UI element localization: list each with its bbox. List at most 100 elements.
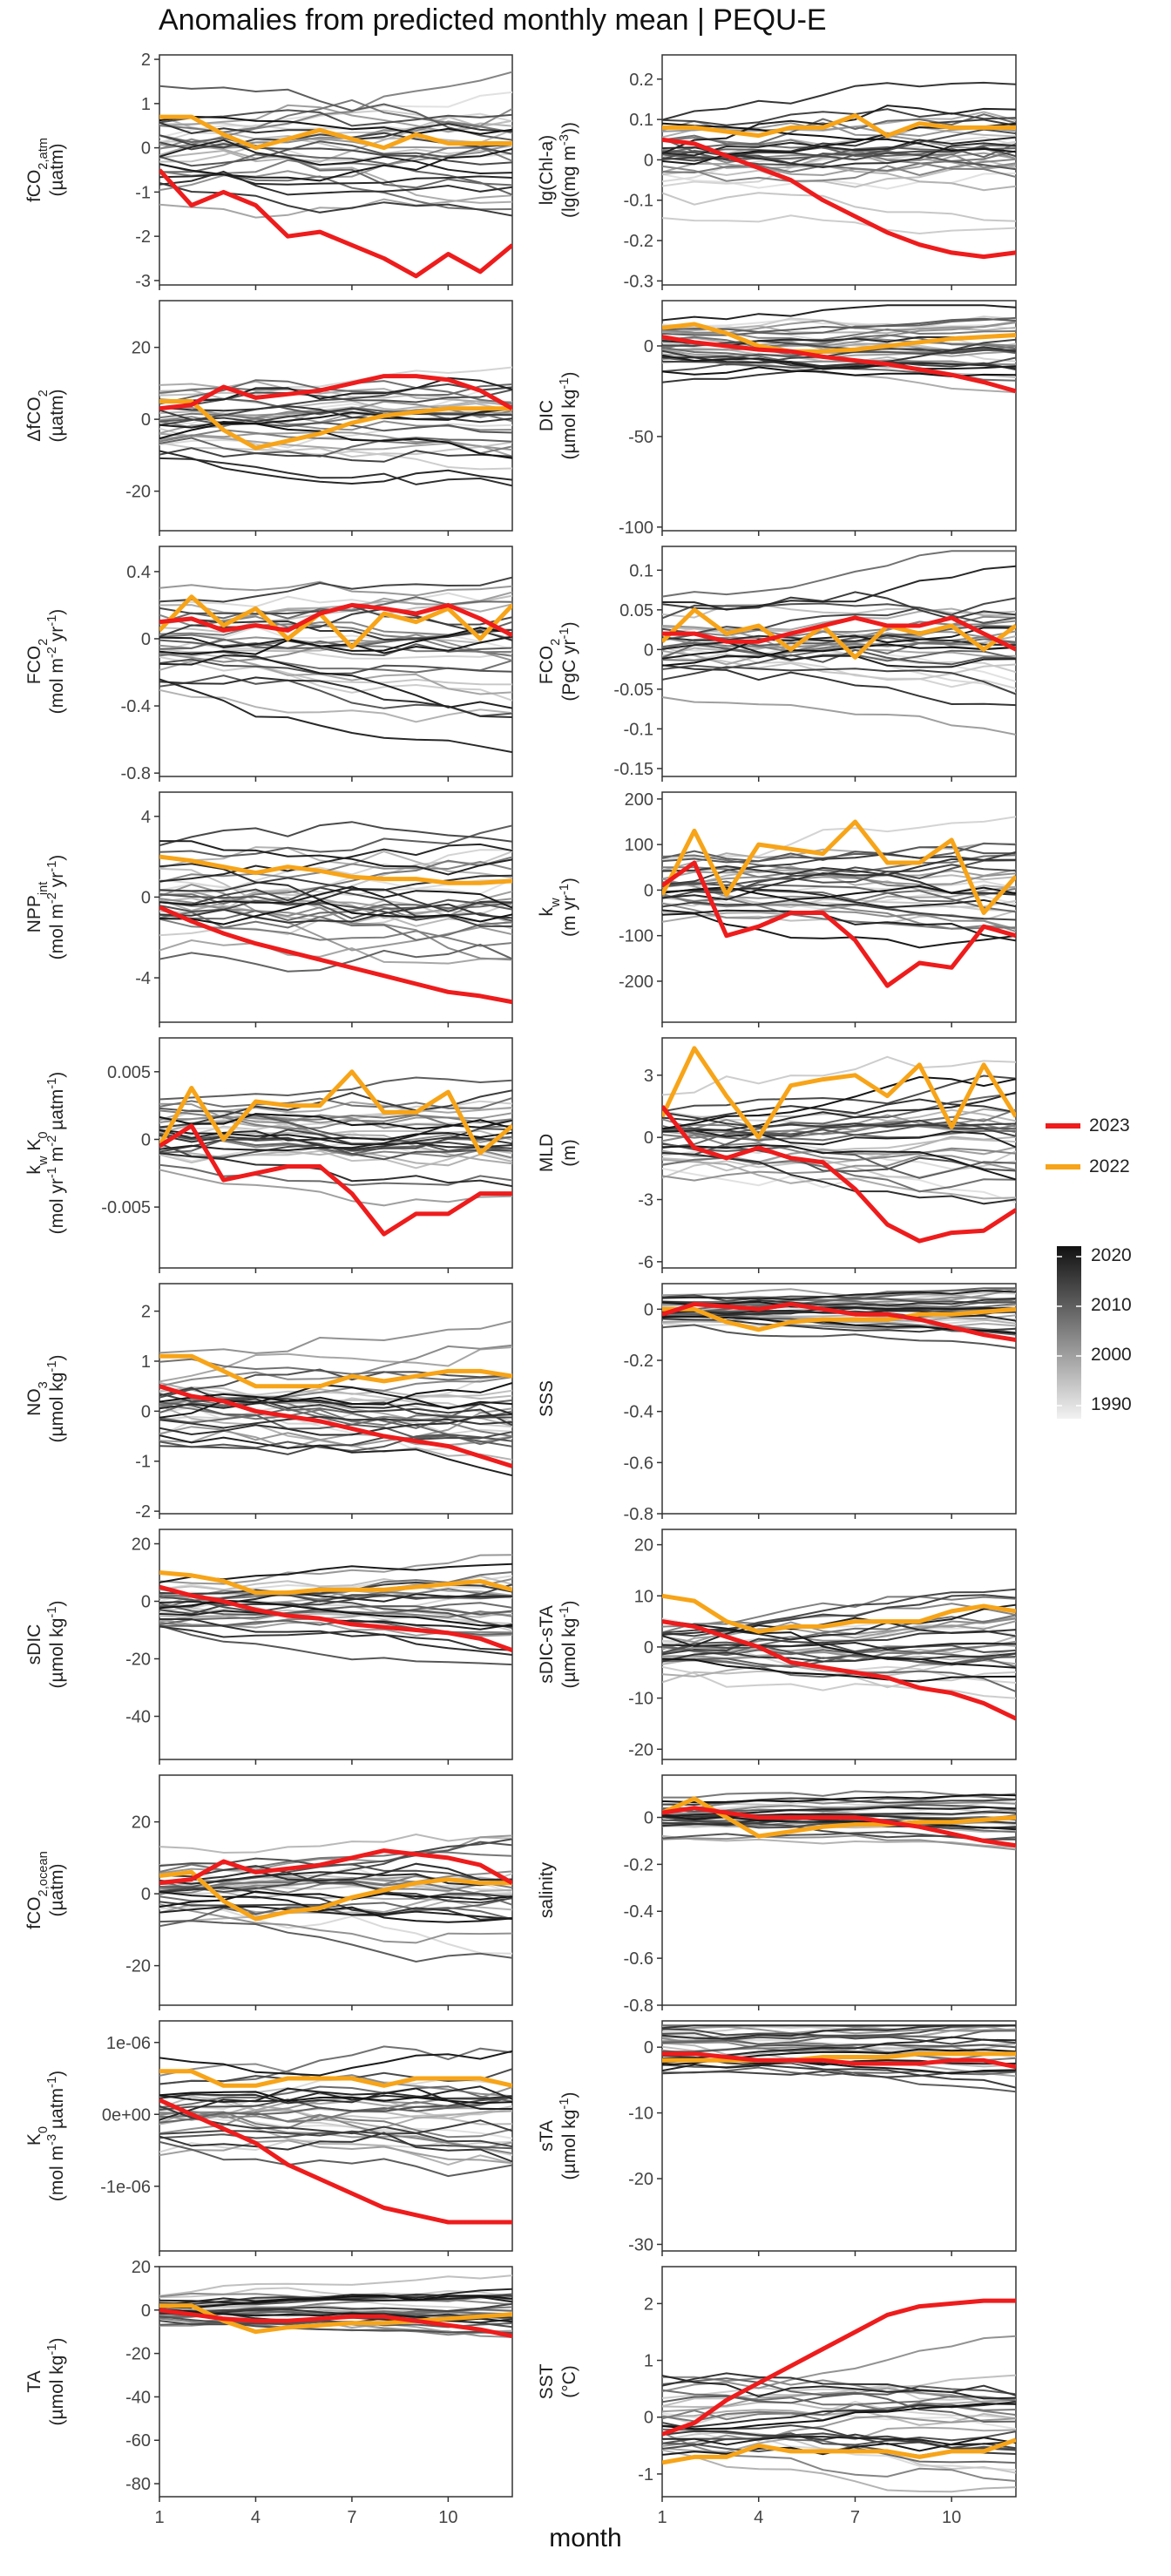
series-year-2012 [159, 2315, 512, 2334]
y-axis-unit: (µatm) [47, 1863, 67, 1916]
x-tick-label: 4 [251, 2508, 261, 2527]
panel-sdic_sta: 20 10 0 -10 -20 sDIC-sTA (µmol kg-1) [537, 1529, 1017, 1765]
series-year-1991 [159, 423, 512, 449]
y-tick-label: -0.2 [624, 1855, 653, 1874]
panel-sss: 0 -0.2 -0.4 -0.6 -0.8 SSS [537, 1283, 1017, 1524]
series-2023 [662, 137, 1016, 260]
series-group [662, 1046, 1016, 1244]
legend-gradient-label-2020: 2020 [1091, 1245, 1132, 1265]
series-year-2000 [159, 1169, 512, 1207]
series-group [159, 71, 512, 279]
series-year-2019 [159, 654, 512, 709]
series-year-2021 [662, 1075, 1016, 1130]
y-tick-label: 0.4 [126, 563, 151, 582]
series-year-2021 [662, 643, 1016, 667]
x-tick-label: 10 [438, 2508, 457, 2527]
y-axis-unit: (µmol kg-1) [45, 1600, 67, 1688]
series-2023 [159, 602, 512, 638]
series-year-2017 [159, 1152, 512, 1188]
panel-ta: 20 0 -20 -40 -60 -801 4 7 10 TA (µmol kg-1) [24, 2258, 513, 2527]
y-tick-label: -20 [125, 483, 151, 502]
series-2023 [159, 1848, 512, 1886]
series-year-2003 [159, 108, 512, 150]
legend-2022-label: 2022 [1089, 1156, 1130, 1176]
y-axis-unit: (µmol kg-1) [558, 371, 579, 459]
y-tick-label: -0.05 [613, 681, 653, 700]
series-year-2017 [159, 863, 512, 901]
series-year-2012 [159, 1133, 512, 1161]
y-tick-label: -0.8 [121, 764, 151, 783]
x-tick-label: 4 [754, 2508, 763, 2527]
series-group [159, 1833, 512, 1963]
series-year-2010 [159, 824, 512, 858]
series-year-2016 [159, 1625, 512, 1651]
series-year-1994 [662, 192, 1016, 222]
series-year-1995 [662, 2374, 1016, 2408]
series-year-2004 [159, 860, 512, 884]
series-year-1990 [662, 1167, 1016, 1203]
series-year-1998 [662, 1158, 1016, 1200]
series-year-2021 [159, 2295, 512, 2309]
series-year-2000 [159, 104, 512, 134]
series-year-1998 [159, 380, 512, 407]
series-2022 [159, 2069, 512, 2088]
series-year-2016 [159, 903, 512, 924]
series-year-2018 [159, 1591, 512, 1604]
series-2022 [159, 1570, 512, 1596]
series-year-2017 [159, 1862, 512, 1885]
y-tick-label: 100 [625, 836, 653, 855]
series-year-2018 [159, 678, 512, 754]
series-year-2004 [662, 1134, 1016, 1162]
series-year-2020 [159, 885, 512, 909]
series-year-2007 [662, 550, 1016, 598]
panel-dic: 0 -50 -100 DIC (µmol kg-1) [537, 300, 1017, 538]
series-year-2010 [662, 2385, 1016, 2404]
series-2023 [662, 1806, 1016, 1848]
x-tick-label: 10 [942, 2508, 961, 2527]
series-year-2001 [662, 2415, 1016, 2447]
y-tick-label: -40 [125, 2388, 151, 2407]
y-tick-label: -3 [638, 1191, 653, 1210]
series-year-2018 [159, 450, 512, 485]
y-axis-label: TA [24, 2370, 44, 2392]
series-2022 [662, 607, 1016, 660]
series-group [159, 1320, 512, 1477]
y-tick-label: -50 [628, 428, 653, 447]
series-2022 [159, 1069, 512, 1156]
series-year-2010 [159, 1920, 512, 1963]
series-year-2012 [662, 2430, 1016, 2446]
series-year-2019 [662, 641, 1016, 668]
y-axis-unit: (m yr-1) [558, 878, 579, 937]
panel-frame [661, 54, 1017, 286]
y-tick-label: 4 [141, 808, 151, 827]
y-tick-label: 20 [132, 1813, 151, 1833]
series-year-2006 [159, 1850, 512, 1873]
x-tick-label: 1 [657, 2508, 667, 2527]
series-year-2000 [159, 2139, 512, 2165]
y-tick-label: 2 [141, 51, 151, 70]
y-tick-label: -1 [135, 183, 151, 202]
series-year-2008 [662, 113, 1016, 154]
y-axis-label: lg(Chl-a) [537, 135, 557, 206]
series-year-2019 [662, 909, 1016, 942]
series-year-2017 [159, 1618, 512, 1656]
series-year-2009 [159, 134, 512, 196]
series-2023 [662, 1104, 1016, 1244]
y-axis-unit: (mol m-3 µatm-1) [45, 2071, 67, 2201]
series-year-2017 [159, 676, 512, 718]
series-year-2010 [662, 1142, 1016, 1179]
series-group [662, 1287, 1016, 1349]
series-year-2016 [662, 1651, 1016, 1663]
series-group [159, 2045, 512, 2225]
series-2022 [159, 1353, 512, 1389]
series-year-2012 [662, 1641, 1016, 1654]
series-group [662, 816, 1016, 988]
y-tick-label: -0.3 [624, 272, 653, 291]
y-axis-unit: (°C) [559, 2365, 579, 2398]
series-year-1997 [662, 2449, 1016, 2493]
series-year-2010 [159, 1603, 512, 1617]
series-year-2018 [159, 2288, 512, 2307]
y-axis-label: sTA [537, 2120, 557, 2152]
series-year-2017 [159, 2091, 512, 2105]
series-year-1996 [159, 1833, 512, 1854]
